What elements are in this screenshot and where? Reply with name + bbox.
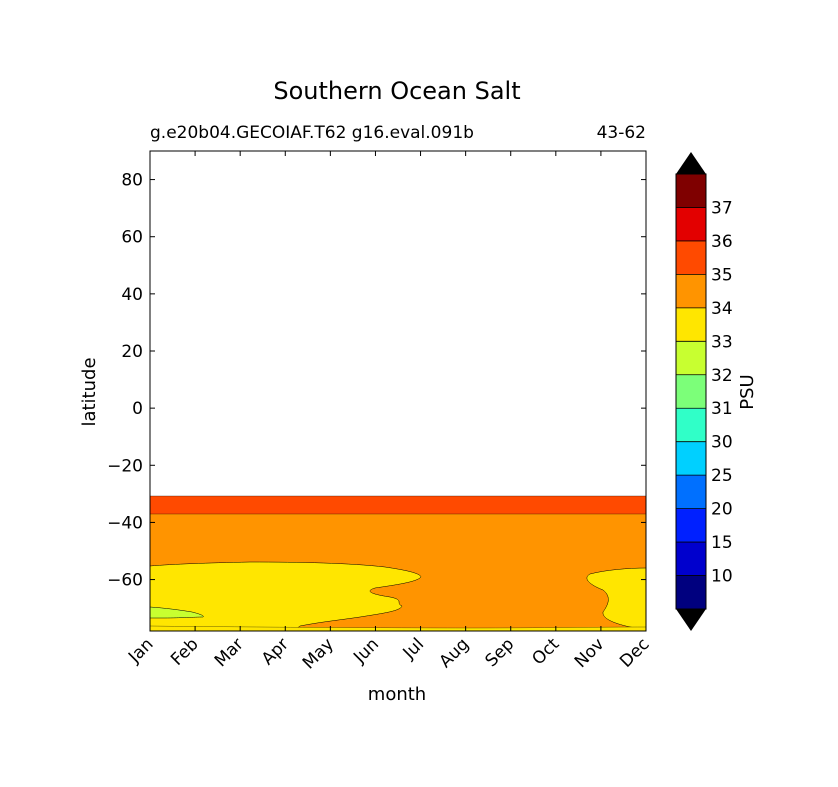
colorbar-segment xyxy=(676,341,706,375)
colorbar-segment xyxy=(676,240,706,275)
x-tick-label: Aug xyxy=(436,634,474,672)
y-tick-label: −20 xyxy=(107,456,143,476)
colorbar-tick-label: 36 xyxy=(711,232,733,252)
colorbar-segment xyxy=(676,475,706,509)
contour-band-33-34-bottom xyxy=(149,625,647,632)
y-tick-label: −40 xyxy=(107,513,143,533)
y-axis: 80 60 40 20 0 −20 −40 −60 xyxy=(107,171,646,591)
x-tick-label: Oct xyxy=(528,634,563,669)
x-tick-label: Mar xyxy=(211,634,248,671)
colorbar-segment xyxy=(676,408,706,442)
colorbar-tick-label: 10 xyxy=(711,567,733,587)
colorbar-segment xyxy=(676,174,706,208)
colorbar-tick-label: 31 xyxy=(711,399,733,419)
colorbar-segment xyxy=(676,307,706,342)
y-tick-label: 60 xyxy=(121,228,143,248)
colorbar-tick-label: 15 xyxy=(711,533,733,553)
plot-area: 80 60 40 20 0 −20 −40 −60 Jan Feb Mar Apr May Jun Jul… xyxy=(107,150,654,673)
colorbar-segment xyxy=(676,441,706,476)
colorbar-over-triangle xyxy=(676,152,706,174)
x-tick-label: Dec xyxy=(616,634,653,671)
y-tick-label: 0 xyxy=(132,399,143,419)
colorbar-label: PSU xyxy=(737,374,758,409)
x-tick-label: Jun xyxy=(349,634,383,668)
colorbar-segment xyxy=(676,207,706,241)
chart-subtitle-right: 43-62 xyxy=(597,123,646,143)
x-axis-label: month xyxy=(368,684,426,705)
colorbar-tick-label: 20 xyxy=(711,500,733,520)
contour-band-35-36 xyxy=(149,495,647,516)
colorbar-tick-label: 33 xyxy=(711,332,733,352)
colorbar-segment xyxy=(676,374,706,409)
chart-subtitle-left: g.e20b04.GECOIAF.T62 g16.eval.091b xyxy=(150,123,474,143)
plot-frame xyxy=(149,150,647,632)
colorbar-tick-label: 34 xyxy=(711,299,733,319)
colorbar-tick-label: 32 xyxy=(711,366,733,386)
colorbar-tick-label: 30 xyxy=(711,433,733,453)
colorbar-segment xyxy=(676,274,706,308)
x-tick-label: Feb xyxy=(167,634,202,669)
y-tick-label: 80 xyxy=(121,171,143,191)
x-tick-label: Sep xyxy=(481,634,518,671)
colorbar-frame xyxy=(675,173,707,610)
contour-band-32-33 xyxy=(149,606,204,619)
colorbar-under-triangle xyxy=(676,609,706,631)
contour-band-33-34-west xyxy=(149,561,422,630)
colorbar: 10 15 20 25 30 31 32 33 34 35 36 37 xyxy=(675,152,733,631)
x-tick-label: Nov xyxy=(571,634,609,672)
x-tick-label: Jan xyxy=(124,634,157,667)
y-axis-label: latitude xyxy=(79,357,100,426)
x-tick-label: Apr xyxy=(258,634,293,669)
colorbar-tick-label: 25 xyxy=(711,466,733,486)
chart-title: Southern Ocean Salt xyxy=(273,77,520,105)
colorbar-tick-label: 37 xyxy=(711,198,733,218)
colorbar-segment xyxy=(676,575,706,609)
colorbar-segment xyxy=(676,542,706,576)
colorbar-segment xyxy=(676,508,706,543)
contour-fills xyxy=(149,495,647,632)
x-tick-label: Jul xyxy=(399,634,428,663)
x-tick-label: May xyxy=(299,634,338,673)
y-tick-label: 40 xyxy=(121,285,143,305)
y-tick-label: 20 xyxy=(121,342,143,362)
y-tick-label: −60 xyxy=(107,571,143,591)
colorbar-tick-label: 35 xyxy=(711,265,733,285)
contour-band-33-34-east xyxy=(586,567,647,630)
